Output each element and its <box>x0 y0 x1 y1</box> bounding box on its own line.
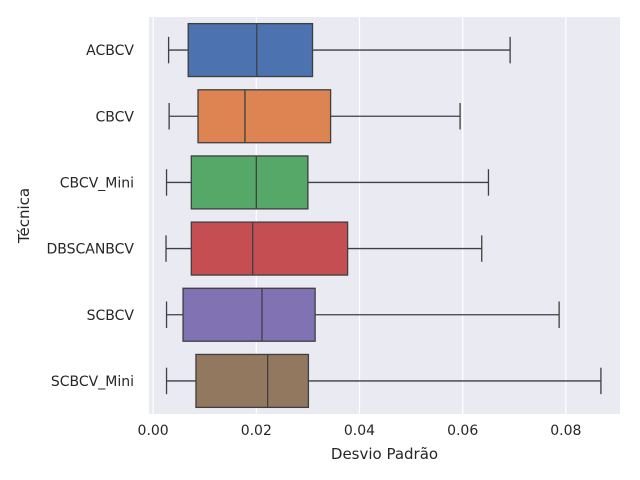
box-group <box>165 287 560 342</box>
x-tick-label: 0.08 <box>550 423 581 439</box>
iqr-box <box>197 89 332 144</box>
x-tick-labels: 0.00 0.02 0.04 0.06 0.08 <box>138 423 582 439</box>
box-group <box>165 155 490 210</box>
iqr-box <box>195 353 310 409</box>
plot-background <box>149 17 620 414</box>
iqr-box <box>190 221 349 276</box>
y-tick-label: CBCV <box>96 109 135 125</box>
y-tick-label: ACBCV <box>86 43 134 59</box>
x-axis-label: Desvio Padrão <box>331 445 438 463</box>
grid-lines <box>152 17 567 414</box>
y-tick-label: DBSCANBCV <box>46 242 134 258</box>
box-group <box>165 221 483 276</box>
y-axis-label: Técnica <box>15 188 33 244</box>
box-group <box>168 89 461 144</box>
x-tick-label: 0.06 <box>447 423 478 439</box>
iqr-box <box>182 287 316 342</box>
x-tick-label: 0.02 <box>241 423 272 439</box>
y-tick-label: SCBCV_Mini <box>51 374 134 390</box>
y-tick-label: SCBCV <box>87 308 135 324</box>
boxes-layer <box>165 22 602 409</box>
box-group <box>167 22 511 78</box>
y-tick-label: CBCV_Mini <box>60 175 134 191</box>
iqr-box <box>190 155 309 210</box>
x-tick-label: 0.04 <box>344 423 375 439</box>
box-group <box>165 353 602 409</box>
x-tick-label: 0.00 <box>138 423 169 439</box>
iqr-box <box>187 22 314 78</box>
y-tick-labels: ACBCV CBCV CBCV_Mini DBSCANBCV SCBCV SCBCV_Mi… <box>46 43 134 390</box>
